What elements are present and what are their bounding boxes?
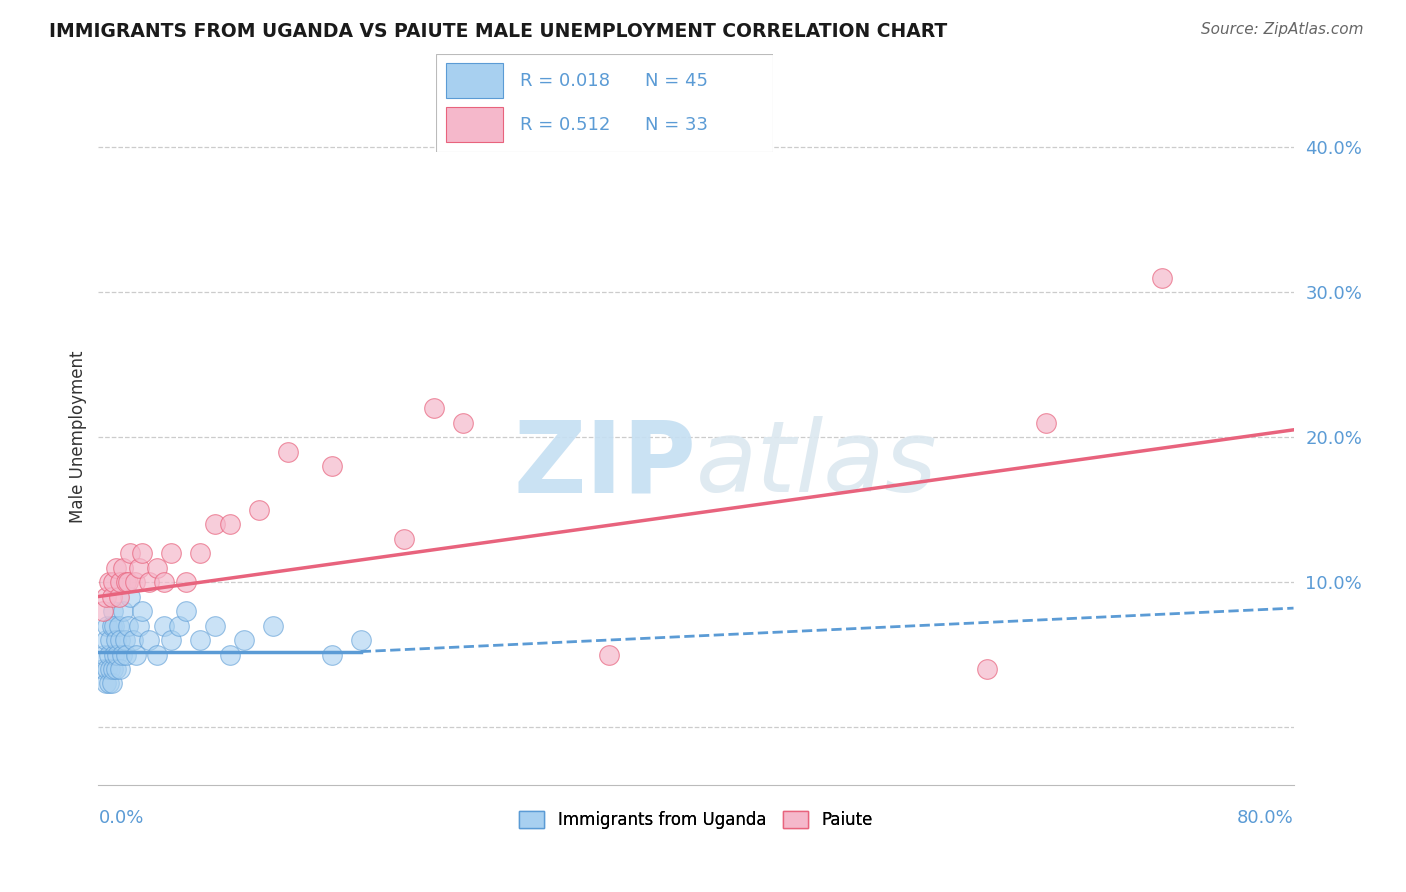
- Point: [108, 590, 131, 604]
- Point: [190, 633, 212, 648]
- Point: [321, 458, 343, 473]
- Point: [120, 546, 142, 560]
- Point: [115, 574, 138, 589]
- Point: [128, 618, 150, 632]
- Text: R = 0.512: R = 0.512: [520, 116, 610, 134]
- Point: [105, 648, 128, 662]
- Point: [103, 618, 125, 632]
- Point: [93, 648, 115, 662]
- Point: [100, 590, 122, 604]
- Point: [96, 662, 118, 676]
- Point: [394, 532, 416, 546]
- Point: [110, 574, 132, 589]
- Point: [976, 662, 998, 676]
- Point: [122, 633, 145, 648]
- Legend: Immigrants from Uganda, Paiute: Immigrants from Uganda, Paiute: [513, 805, 879, 836]
- Point: [160, 546, 183, 560]
- Point: [218, 516, 240, 531]
- Point: [124, 574, 146, 589]
- Point: [91, 604, 114, 618]
- Point: [131, 546, 153, 560]
- FancyBboxPatch shape: [436, 54, 773, 152]
- Point: [97, 676, 120, 690]
- Point: [277, 444, 299, 458]
- Point: [111, 648, 134, 662]
- Text: N = 45: N = 45: [645, 71, 709, 89]
- Point: [91, 662, 114, 676]
- Point: [97, 648, 120, 662]
- Point: [94, 676, 117, 690]
- Point: [100, 618, 122, 632]
- Y-axis label: Male Unemployment: Male Unemployment: [69, 351, 87, 524]
- Point: [101, 604, 124, 618]
- Point: [110, 662, 132, 676]
- Point: [204, 516, 226, 531]
- Point: [153, 574, 176, 589]
- FancyBboxPatch shape: [446, 108, 503, 142]
- Text: 0.0%: 0.0%: [98, 809, 143, 827]
- Point: [96, 618, 118, 632]
- Point: [117, 574, 139, 589]
- Point: [233, 633, 256, 648]
- Point: [98, 662, 121, 676]
- Point: [104, 633, 127, 648]
- Point: [422, 401, 444, 415]
- Point: [110, 633, 132, 648]
- Point: [104, 662, 127, 676]
- Point: [112, 560, 135, 574]
- Text: N = 33: N = 33: [645, 116, 709, 134]
- Point: [103, 648, 125, 662]
- Point: [247, 502, 270, 516]
- Point: [218, 648, 240, 662]
- Text: ZIP: ZIP: [513, 417, 696, 514]
- Point: [120, 590, 142, 604]
- Point: [160, 633, 183, 648]
- Point: [115, 648, 138, 662]
- Text: 80.0%: 80.0%: [1237, 809, 1294, 827]
- Point: [98, 633, 121, 648]
- Point: [350, 633, 373, 648]
- Point: [174, 604, 197, 618]
- Point: [167, 618, 190, 632]
- Text: R = 0.018: R = 0.018: [520, 71, 610, 89]
- Text: IMMIGRANTS FROM UGANDA VS PAIUTE MALE UNEMPLOYMENT CORRELATION CHART: IMMIGRANTS FROM UGANDA VS PAIUTE MALE UN…: [49, 22, 948, 41]
- Point: [190, 546, 212, 560]
- Point: [112, 604, 135, 618]
- Text: atlas: atlas: [696, 417, 938, 514]
- Point: [262, 618, 284, 632]
- Point: [204, 618, 226, 632]
- Point: [145, 560, 167, 574]
- Point: [153, 618, 176, 632]
- Point: [598, 648, 620, 662]
- Point: [97, 574, 120, 589]
- FancyBboxPatch shape: [446, 63, 503, 98]
- Point: [100, 676, 122, 690]
- Point: [94, 590, 117, 604]
- Point: [145, 648, 167, 662]
- Point: [108, 618, 131, 632]
- Point: [138, 574, 160, 589]
- Point: [128, 560, 150, 574]
- Text: Source: ZipAtlas.com: Source: ZipAtlas.com: [1201, 22, 1364, 37]
- Point: [451, 416, 474, 430]
- Point: [1152, 270, 1174, 285]
- Point: [131, 604, 153, 618]
- Point: [104, 560, 127, 574]
- Point: [1035, 416, 1057, 430]
- Point: [114, 633, 136, 648]
- Point: [138, 633, 160, 648]
- Point: [174, 574, 197, 589]
- Point: [94, 633, 117, 648]
- Point: [125, 648, 148, 662]
- Point: [321, 648, 343, 662]
- Point: [117, 618, 139, 632]
- Point: [101, 662, 124, 676]
- Point: [101, 574, 124, 589]
